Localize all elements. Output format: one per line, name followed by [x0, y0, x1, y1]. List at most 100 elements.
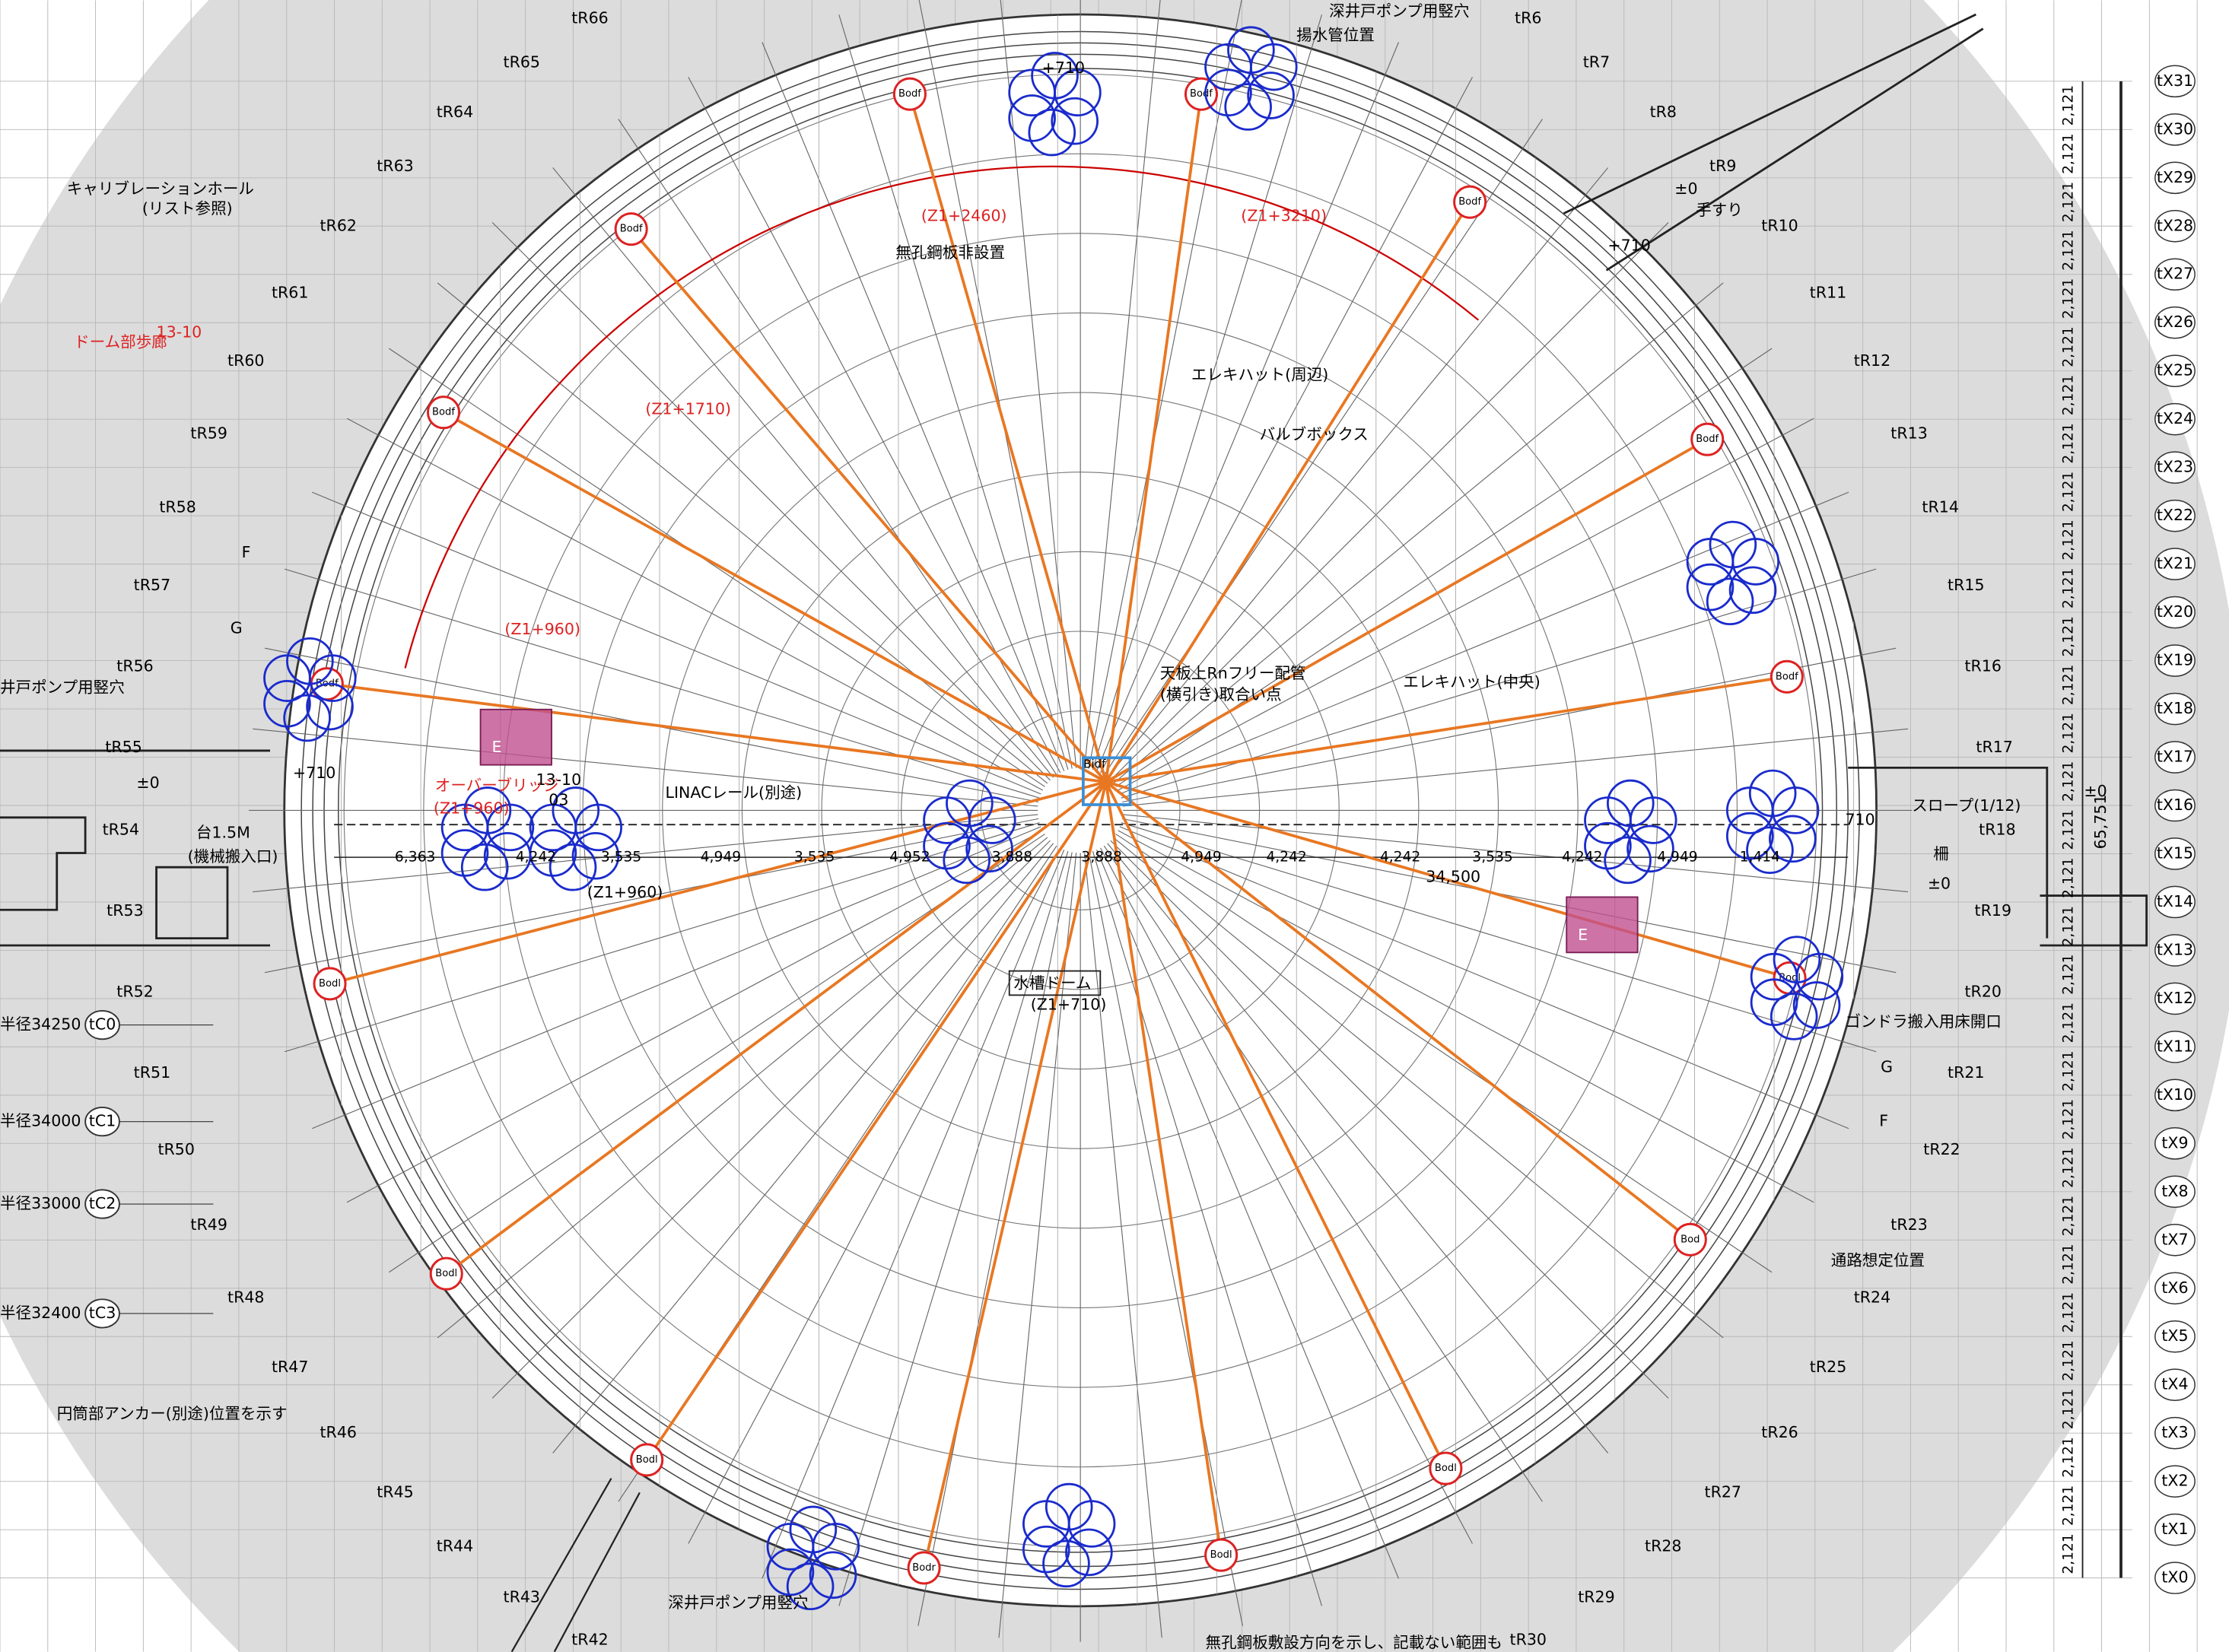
x-tag: [2154, 1272, 2196, 1305]
cloud-lobe: [1584, 821, 1632, 870]
radial-line: [284, 568, 1040, 799]
pipe-line: [645, 781, 1108, 1461]
dimension: 2,121: [2060, 906, 2076, 946]
dimension: 3,535: [794, 850, 835, 866]
radius-label: 半径34250: [0, 1015, 81, 1034]
dimension: 2,121: [2060, 1099, 2076, 1139]
radial-label: tR50: [157, 1140, 194, 1158]
radial-line: [1113, 282, 1724, 784]
radial-line: [253, 814, 1038, 893]
red-annotation: 13-10: [157, 323, 202, 342]
cloud-lobe: [923, 821, 971, 870]
radial-label: tR49: [190, 1215, 227, 1234]
cloud-lobe: [1728, 566, 1777, 615]
anchor-label: Bodf: [620, 224, 643, 235]
x-tag: [2154, 741, 2196, 774]
annotation: 柵: [1933, 844, 1949, 863]
pipe-line: [326, 682, 1107, 783]
dimension: 2,121: [2060, 1050, 2076, 1091]
anchor-label: Bodl: [319, 978, 341, 990]
radial-label: tR52: [116, 983, 153, 1001]
x-label: tX2: [2161, 1472, 2188, 1490]
cloud-lobe: [263, 679, 311, 728]
cloud-lobe: [812, 1523, 860, 1571]
zone: [479, 708, 552, 766]
x-tag: [2154, 354, 2196, 388]
radial-line: [388, 348, 1045, 787]
annotation: ±0: [2084, 782, 2107, 800]
x-label: tX25: [2157, 361, 2193, 380]
dimension: 2,121: [2060, 1002, 2076, 1043]
radial-line: [618, 119, 1057, 776]
radial-line: [491, 222, 1051, 781]
annotation: 深井戸ポンプ用竪穴: [1329, 2, 1469, 20]
radial-label: tR20: [1964, 983, 2001, 1001]
dimension: 2,121: [2060, 761, 2076, 802]
annotation: LINACレール(別途): [666, 783, 803, 802]
dimension-total: 65,751: [2091, 794, 2110, 849]
annotation: バルブボックス: [1260, 425, 1369, 443]
annotation: 34,500: [1426, 867, 1480, 885]
dimension: 2,121: [2060, 1389, 2076, 1429]
annotation: G: [231, 618, 243, 637]
x-tag: [2154, 1175, 2196, 1209]
x-label: tX13: [2157, 940, 2193, 958]
radial-line: [1121, 822, 1877, 1053]
cloud-lobe: [1629, 796, 1677, 844]
dimension: 2,121: [2060, 858, 2076, 898]
annotation: ±0: [1674, 179, 1697, 198]
dimension: 4,242: [1266, 850, 1306, 866]
radial-label: tR45: [377, 1482, 413, 1501]
annotation: (リスト参照): [142, 199, 233, 218]
dimension: 4,242: [1380, 850, 1420, 866]
x-tag: [2154, 934, 2196, 967]
cloud-lobe: [1604, 836, 1652, 885]
zone-label: E: [492, 738, 502, 756]
pipe-line: [329, 780, 1107, 986]
radial-line: [1110, 222, 1669, 781]
dimension: 2,121: [2060, 1533, 2076, 1574]
annotation: F: [242, 543, 251, 561]
radial-line: [312, 826, 1041, 1129]
pipe-line: [1105, 780, 1791, 980]
x-tag: [2154, 596, 2196, 629]
annotation: +710: [1042, 59, 1085, 77]
dimension: 2,121: [2060, 616, 2076, 656]
x-label: tX18: [2157, 699, 2193, 717]
anchor-label: Bodl: [1210, 1549, 1232, 1561]
cloud-lobe: [1746, 826, 1794, 875]
x-label: tX6: [2161, 1279, 2188, 1297]
annotation: 円筒部アンカー(別途)位置を示す: [57, 1405, 288, 1423]
radial-line: [1110, 840, 1669, 1399]
dimension: 2,121: [2060, 568, 2076, 608]
x-label: tX0: [2161, 1568, 2188, 1587]
red-annotation: オーバーブリッジ: [435, 777, 559, 795]
cloud-lobe: [283, 694, 331, 742]
cloud-lobe: [308, 654, 357, 702]
x-label: tX7: [2161, 1230, 2188, 1248]
radial-line: [1122, 814, 1909, 893]
annotation: 揚水管位置: [1296, 26, 1375, 44]
annotation: (Z1+710): [1031, 995, 1107, 1013]
radial-line: [998, 853, 1077, 1638]
cloud-lobe: [943, 836, 990, 885]
radial-line: [1084, 0, 1161, 768]
red-annotation: (Z1+2460): [921, 206, 1007, 224]
cloud-lobe: [1247, 71, 1295, 119]
radial-line: [437, 837, 1048, 1339]
x-label: tX1: [2161, 1520, 2188, 1538]
radial-line: [762, 42, 1065, 771]
x-tag: [2154, 1031, 2196, 1063]
annotation: +710: [1607, 237, 1650, 255]
radius-tag-label: tC1: [89, 1112, 116, 1130]
x-label: tX22: [2157, 506, 2193, 524]
radial-label: tR65: [504, 53, 540, 71]
red-annotation: (Z1+960): [434, 799, 510, 818]
radial-label: tR21: [1948, 1063, 1984, 1082]
radial-label: tR23: [1890, 1215, 1927, 1234]
cloud-lobe: [1008, 94, 1056, 142]
x-tag: [2154, 451, 2196, 484]
dimension: 4,949: [1657, 850, 1697, 866]
x-tag: [2154, 499, 2196, 532]
radial-line: [388, 834, 1045, 1273]
